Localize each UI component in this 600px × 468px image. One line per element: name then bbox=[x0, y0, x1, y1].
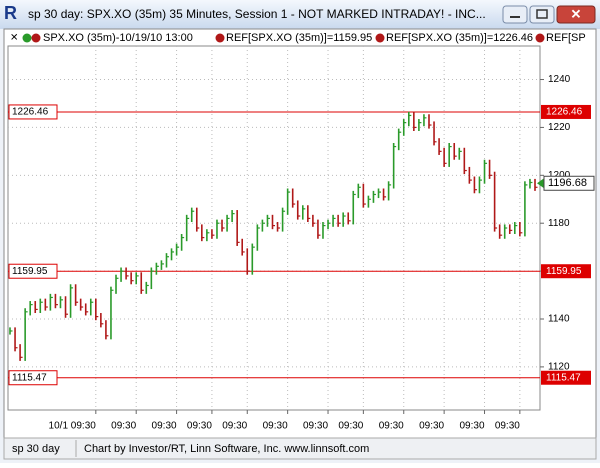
x-tick-label: 09:30 bbox=[459, 421, 484, 432]
ref-label-left: 1115.47 bbox=[12, 372, 47, 383]
y-tick-label: 1120 bbox=[548, 362, 570, 373]
minimize-button[interactable] bbox=[502, 5, 528, 24]
x-tick-label: 09:30 bbox=[338, 421, 363, 432]
window-controls: ✕ bbox=[502, 5, 596, 24]
last-price-label: 1196.68 bbox=[548, 177, 587, 189]
legend-dot bbox=[31, 33, 41, 43]
legend-dot bbox=[535, 33, 545, 43]
last-price-arrow bbox=[537, 178, 544, 189]
title-bar bbox=[0, 0, 600, 29]
ref-label-right: 1159.95 bbox=[546, 266, 582, 277]
ref-label-box bbox=[8, 263, 58, 279]
legend-item[interactable]: REF[SPX.XO (35m)]=1159.95 bbox=[226, 32, 372, 44]
plot-area bbox=[7, 45, 541, 411]
x-tick-label: 10/1 09:30 bbox=[49, 421, 97, 432]
y-tick-label: 1240 bbox=[548, 74, 571, 85]
close-button[interactable] bbox=[556, 5, 596, 24]
legend-dot bbox=[215, 33, 225, 43]
plot-layer: 112011401160118012001220124010/1 09:3009… bbox=[8, 46, 595, 432]
y-tick-label: 1140 bbox=[548, 314, 570, 325]
ref-label-left: 1159.95 bbox=[12, 266, 48, 277]
legend-item[interactable]: REF[SPX.XO (35m)]=1226.46 bbox=[386, 32, 533, 44]
y-tick-label: 1220 bbox=[548, 122, 571, 133]
legend-bg bbox=[6, 31, 594, 45]
last-price-box bbox=[543, 175, 595, 191]
ref-label-box bbox=[541, 370, 591, 385]
y-tick-label: 1180 bbox=[548, 218, 570, 229]
legend-menu[interactable]: ✕ bbox=[10, 33, 18, 44]
maximize-glyph bbox=[536, 9, 548, 19]
ref-label-right: 1115.47 bbox=[546, 372, 581, 383]
status-bar bbox=[3, 437, 597, 460]
x-tick-label: 09:30 bbox=[111, 421, 136, 432]
x-tick-label: 09:30 bbox=[187, 421, 212, 432]
x-tick-label: 09:30 bbox=[419, 421, 444, 432]
y-tick-label: 1200 bbox=[548, 170, 571, 181]
ref-label-box bbox=[541, 264, 591, 279]
status-left: sp 30 day bbox=[12, 443, 60, 455]
ref-label-box bbox=[8, 370, 58, 386]
close-glyph: ✕ bbox=[571, 6, 582, 21]
ref-label-box bbox=[541, 104, 591, 119]
window-title: sp 30 day: SPX.XO (35m) 35 Minutes, Sess… bbox=[28, 7, 486, 21]
legend-item[interactable]: REF[SP bbox=[546, 32, 586, 44]
x-tick-label: 09:30 bbox=[495, 421, 520, 432]
ref-label-right: 1226.46 bbox=[546, 107, 583, 118]
x-tick-label: 09:30 bbox=[222, 421, 247, 432]
app-icon[interactable]: R bbox=[4, 3, 17, 23]
legend-item[interactable]: SPX.XO (35m)-10/19/10 13:00 bbox=[43, 32, 193, 44]
ref-label-left: 1226.46 bbox=[12, 107, 49, 118]
legend-dot bbox=[375, 33, 385, 43]
legend-dot bbox=[22, 33, 32, 43]
ref-label-box bbox=[8, 104, 58, 120]
x-tick-label: 09:30 bbox=[379, 421, 404, 432]
status-text: Chart by Investor/RT, Linn Software, Inc… bbox=[84, 443, 369, 455]
x-tick-label: 09:30 bbox=[152, 421, 177, 432]
x-tick-label: 09:30 bbox=[263, 421, 288, 432]
legend-bar: ✕ SPX.XO (35m)-10/19/10 13:00 REF[SPX.XO… bbox=[6, 31, 594, 45]
maximize-button[interactable] bbox=[529, 5, 555, 24]
x-tick-label: 09:30 bbox=[303, 421, 328, 432]
